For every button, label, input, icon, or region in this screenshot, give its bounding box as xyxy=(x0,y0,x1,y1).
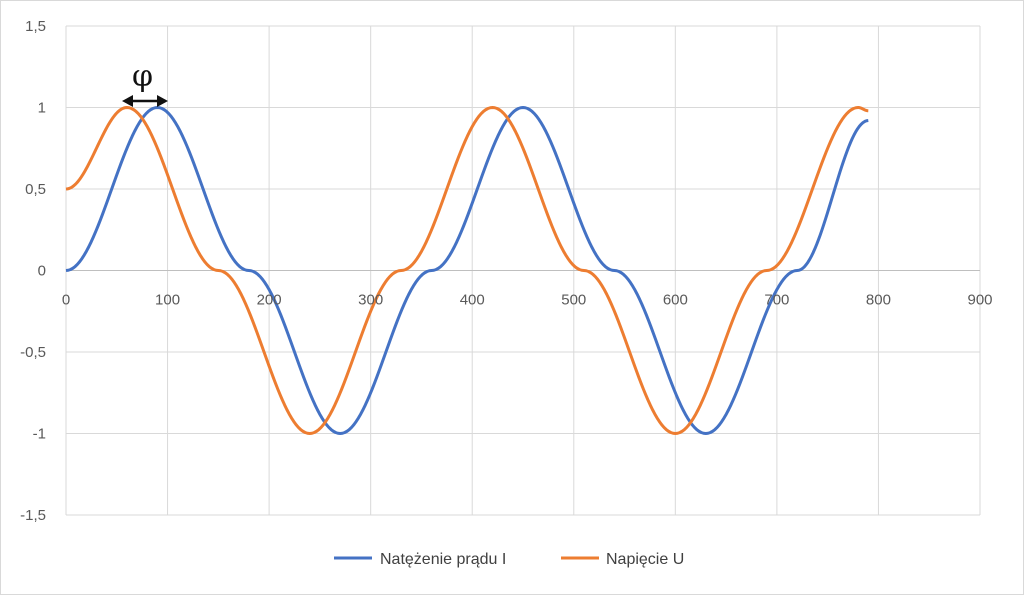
y-tick-label: 1,5 xyxy=(25,18,46,35)
phase-arrow-left-head xyxy=(122,95,133,107)
phase-label: φ xyxy=(132,59,153,94)
x-tick-label: 700 xyxy=(764,292,789,309)
x-tick-label: 200 xyxy=(257,292,282,309)
y-tick-label: -0,5 xyxy=(20,344,46,361)
legend-label-voltage: Napięcie U xyxy=(606,551,684,568)
phase-annotation: φ xyxy=(122,59,168,107)
grid-lines xyxy=(65,25,981,516)
y-tick-label: 0,5 xyxy=(25,181,46,198)
y-tick-label: 0 xyxy=(38,263,46,280)
y-tick-label: -1,5 xyxy=(20,507,46,524)
x-tick-label: 600 xyxy=(663,292,688,309)
y-tick-label: 1 xyxy=(38,100,46,117)
legend: Natężenie prądu I Napięcie U xyxy=(334,551,684,568)
x-tick-label: 900 xyxy=(967,292,992,309)
x-tick-label: 800 xyxy=(866,292,891,309)
phase-arrow-right-head xyxy=(157,95,168,107)
x-axis-tick-labels: 0 100 200 300 400 500 600 700 800 900 xyxy=(62,292,993,309)
y-axis-tick-labels: 1,5 1 0,5 0 -0,5 -1 -1,5 xyxy=(20,18,46,524)
x-tick-label: 500 xyxy=(561,292,586,309)
x-tick-label: 300 xyxy=(358,292,383,309)
y-tick-label: -1 xyxy=(33,426,46,443)
series-line-current xyxy=(65,106,869,435)
x-tick-label: 400 xyxy=(460,292,485,309)
legend-label-current: Natężenie prądu I xyxy=(380,551,506,568)
series-lines xyxy=(65,106,870,435)
x-tick-label: 0 xyxy=(62,292,70,309)
x-tick-label: 100 xyxy=(155,292,180,309)
series-line-voltage xyxy=(65,106,870,435)
